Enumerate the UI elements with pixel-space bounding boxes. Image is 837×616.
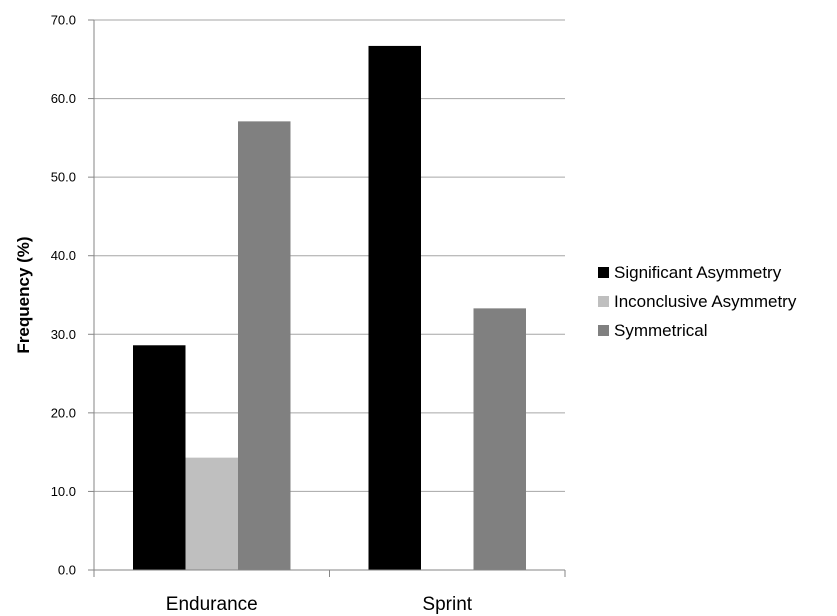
x-category-label: Endurance — [166, 594, 258, 615]
y-tick-label: 30.0 — [51, 327, 76, 342]
bar-inconclusive-asymmetry-endurance — [185, 457, 238, 570]
bar-significant-asymmetry-endurance — [133, 345, 186, 570]
legend-swatch — [598, 267, 609, 278]
legend-label: Significant Asymmetry — [614, 263, 782, 282]
bar-symmetrical-endurance — [238, 121, 291, 570]
y-tick-labels: 0.0 10.0 20.0 30.0 40.0 50.0 60.0 70.0 — [51, 13, 76, 578]
legend: Significant Asymmetry Inconclusive Asymme… — [598, 263, 797, 340]
legend-label: Inconclusive Asymmetry — [614, 292, 797, 311]
y-tick-label: 10.0 — [51, 484, 76, 499]
legend-label: Symmetrical — [614, 321, 708, 340]
y-tick-label: 60.0 — [51, 91, 76, 106]
bar-significant-asymmetry-sprint — [368, 45, 421, 570]
bars — [133, 45, 526, 570]
bar-symmetrical-sprint — [473, 308, 526, 570]
x-category-label: Sprint — [422, 594, 472, 615]
y-axis-title: Frequency (%) — [14, 236, 33, 353]
y-tick-label: 40.0 — [51, 248, 76, 263]
legend-swatch — [598, 325, 609, 336]
y-tick-label: 70.0 — [51, 13, 76, 28]
y-tick-label: 0.0 — [58, 563, 76, 578]
axes — [88, 19, 566, 577]
legend-swatch — [598, 296, 609, 307]
y-tick-label: 50.0 — [51, 170, 76, 185]
y-tick-label: 20.0 — [51, 405, 76, 420]
x-category-labels: Endurance Sprint — [166, 594, 473, 615]
